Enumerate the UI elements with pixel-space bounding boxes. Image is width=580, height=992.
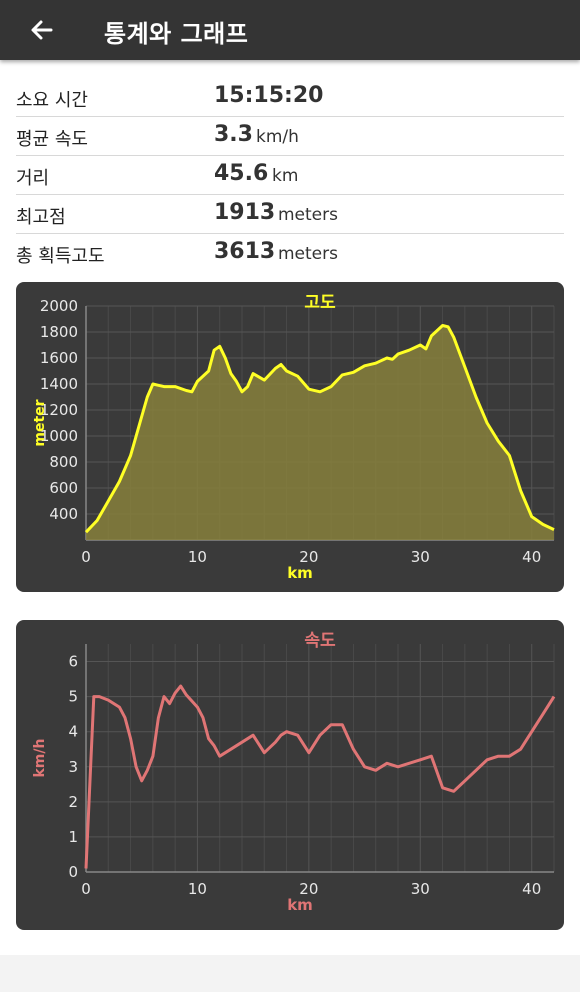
speed-line	[84, 684, 556, 869]
x-tick-label: 30	[411, 880, 430, 898]
stat-label: 평균 속도	[16, 129, 88, 150]
stat-value: 3613	[214, 239, 276, 264]
x-tick-label: 0	[81, 880, 91, 898]
stats-table: 소요 시간 15:15:20 평균 속도 3.3 km/h 거리 45.6 km…	[0, 78, 580, 272]
stat-value: 1913	[214, 200, 276, 225]
x-tick-label: 0	[81, 548, 91, 566]
y-tick-label: 0	[68, 863, 78, 881]
stat-value: 15:15:20	[214, 83, 324, 108]
y-tick-label: 1200	[40, 401, 78, 419]
y-tick-label: 1600	[40, 349, 78, 367]
y-tick-label: 1	[68, 828, 78, 846]
stat-row-avg-speed: 평균 속도 3.3 km/h	[16, 117, 564, 156]
stat-unit: meters	[278, 205, 338, 225]
x-tick-label: 30	[411, 548, 430, 566]
y-tick-label: 800	[49, 453, 78, 471]
x-tick-label: 10	[188, 548, 207, 566]
elevation-chart: 0 10 20 30 40 400 600 800 1000 1200 1400 1600 1800 20…	[32, 293, 555, 582]
elevation-chart-panel: 0 10 20 30 40 400 600 800 1000 1200 1400 1600 1800 20…	[16, 282, 564, 592]
stat-unit: km/h	[256, 127, 299, 147]
x-tick-label: 10	[188, 880, 207, 898]
stat-value: 45.6	[214, 161, 269, 186]
y-tick-label: 1400	[40, 375, 78, 393]
speed-chart-panel: 0 10 20 30 40 0 1 2 3 4 5 6 속도 km km/h	[16, 620, 564, 930]
stat-label: 총 획득고도	[16, 246, 105, 267]
y-tick-label: 3	[68, 758, 78, 776]
arrow-left-icon[interactable]	[24, 12, 60, 48]
y-tick-label: 6	[68, 653, 78, 671]
y-tick-label: 600	[49, 479, 78, 497]
x-axis-label: km	[287, 564, 313, 582]
y-axis-label: km/h	[32, 739, 48, 778]
y-tick-label: 1000	[40, 427, 78, 445]
app-bar: 통계와 그래프	[0, 0, 580, 60]
stat-label: 소요 시간	[16, 90, 88, 111]
stat-label: 거리	[16, 168, 50, 189]
elevation-area-fill	[86, 325, 554, 540]
chart-title: 고도	[304, 293, 336, 313]
stat-row-max-elevation: 최고점 1913 meters	[16, 195, 564, 234]
stat-label: 최고점	[16, 207, 66, 228]
y-tick-label: 5	[68, 688, 78, 706]
chart-title: 속도	[304, 631, 336, 651]
x-tick-label: 40	[522, 880, 541, 898]
y-axis-label: meter	[32, 399, 48, 446]
stat-value: 3.3	[214, 122, 253, 147]
footer-strip	[0, 955, 580, 992]
stat-unit: km	[272, 166, 299, 186]
stat-row-distance: 거리 45.6 km	[16, 156, 564, 195]
y-tick-label: 2	[68, 793, 78, 811]
y-tick-label: 4	[68, 723, 78, 741]
x-tick-label: 20	[299, 548, 318, 566]
y-tick-label: 2000	[40, 297, 78, 315]
y-tick-label: 400	[49, 505, 78, 523]
stat-row-total-ascent: 총 획득고도 3613 meters	[16, 234, 564, 272]
x-tick-label: 40	[522, 548, 541, 566]
stat-row-duration: 소요 시간 15:15:20	[16, 78, 564, 117]
elevation-line	[84, 324, 555, 534]
speed-chart: 0 10 20 30 40 0 1 2 3 4 5 6 속도 km km/h	[32, 631, 556, 914]
page-title: 통계와 그래프	[104, 20, 249, 48]
y-tick-label: 1800	[40, 323, 78, 341]
x-axis-label: km	[287, 896, 313, 914]
x-tick-label: 20	[299, 880, 318, 898]
stat-unit: meters	[278, 244, 338, 264]
